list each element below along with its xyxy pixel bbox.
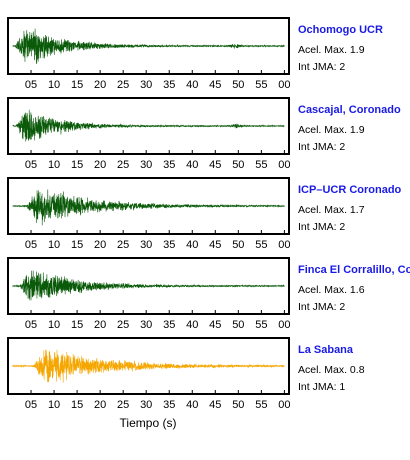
x-tick-label: 50 [232, 319, 244, 331]
x-tick-label: 50 [232, 239, 244, 251]
x-tick-label: 35 [163, 239, 175, 251]
x-tick-label: 30 [140, 319, 152, 331]
x-tick-label: 30 [140, 239, 152, 251]
jma-intensity: Int JMA: 2 [298, 301, 345, 313]
x-tick-label: 30 [140, 79, 152, 91]
x-tick-label: 05 [25, 319, 37, 331]
x-tick-label: 25 [117, 79, 129, 91]
panel-3: 05 10 15 20 25 30 35 40 45 50 55 00 ICP–UCR Coronado… [7, 177, 402, 251]
x-tick-label: 55 [255, 399, 267, 411]
x-tick-label: 30 [140, 159, 152, 171]
jma-intensity: Int JMA: 2 [298, 61, 345, 73]
x-tick-label: 35 [163, 159, 175, 171]
x-tick-label: 05 [25, 399, 37, 411]
x-tick-label: 35 [163, 399, 175, 411]
max-acceleration: Acel. Max. 1.9 [298, 124, 365, 136]
x-tick-label: 25 [117, 239, 129, 251]
x-tick-label: 25 [117, 399, 129, 411]
x-tick-label: 05 [25, 79, 37, 91]
x-tick-label: 45 [209, 239, 221, 251]
x-tick-label: 10 [48, 239, 60, 251]
x-tick-label: 25 [117, 159, 129, 171]
x-tick-label: 45 [209, 319, 221, 331]
max-acceleration: Acel. Max. 0.8 [298, 364, 365, 376]
x-tick-label: 20 [94, 239, 106, 251]
x-tick-label: 45 [209, 399, 221, 411]
x-tick-label: 55 [255, 159, 267, 171]
x-tick-label: 00 [278, 399, 290, 411]
x-tick-label: 20 [94, 79, 106, 91]
x-tick-label: 35 [163, 319, 175, 331]
x-tick-label: 45 [209, 79, 221, 91]
station-name: Cascajal, Coronado [298, 104, 401, 116]
x-tick-label: 20 [94, 319, 106, 331]
x-tick-label: 50 [232, 159, 244, 171]
x-tick-label: 25 [117, 319, 129, 331]
x-tick-label: 00 [278, 239, 290, 251]
x-tick-label: 15 [71, 159, 83, 171]
station-name: Finca El Corralillo, Coronado [298, 264, 410, 276]
x-tick-label: 55 [255, 79, 267, 91]
x-tick-label: 10 [48, 399, 60, 411]
x-tick-label: 00 [278, 159, 290, 171]
x-tick-label: 55 [255, 239, 267, 251]
max-acceleration: Acel. Max. 1.7 [298, 204, 365, 216]
x-tick-label: 40 [186, 79, 198, 91]
x-tick-label: 30 [140, 399, 152, 411]
x-tick-label: 00 [278, 319, 290, 331]
seismogram-trace [12, 109, 285, 142]
panel-1: 05 10 15 20 25 30 35 40 45 50 55 00 Ochomogo UCR Acel… [7, 17, 383, 91]
x-tick-label: 15 [71, 319, 83, 331]
jma-intensity: Int JMA: 2 [298, 221, 345, 233]
max-acceleration: Acel. Max. 1.9 [298, 44, 365, 56]
x-tick-label: 50 [232, 399, 244, 411]
station-name: La Sabana [298, 344, 354, 356]
x-tick-label: 20 [94, 159, 106, 171]
x-tick-label: 50 [232, 79, 244, 91]
jma-intensity: Int JMA: 1 [298, 381, 345, 393]
x-tick-label: 10 [48, 159, 60, 171]
max-acceleration: Acel. Max. 1.6 [298, 284, 365, 296]
x-tick-label: 05 [25, 159, 37, 171]
x-tick-label: 15 [71, 239, 83, 251]
x-tick-label: 10 [48, 319, 60, 331]
x-tick-label: 35 [163, 79, 175, 91]
station-name: ICP–UCR Coronado [298, 184, 402, 196]
x-tick-label: 40 [186, 159, 198, 171]
station-name: Ochomogo UCR [298, 24, 383, 36]
x-tick-label: 55 [255, 319, 267, 331]
x-axis-title: Tiempo (s) [120, 416, 177, 430]
panel-4: 05 10 15 20 25 30 35 40 45 50 55 00 Finca El Corrali… [7, 257, 410, 331]
x-tick-label: 05 [25, 239, 37, 251]
x-tick-label: 40 [186, 239, 198, 251]
x-tick-label: 10 [48, 79, 60, 91]
panel-2: 05 10 15 20 25 30 35 40 45 50 55 00 Cascajal, Corona… [7, 97, 401, 171]
seismogram-trace [12, 28, 285, 64]
seismogram-trace [12, 270, 285, 301]
panel-5: 05 10 15 20 25 30 35 40 45 50 55 00 La Sabana Acel. M… [7, 337, 365, 411]
x-tick-label: 40 [186, 319, 198, 331]
x-tick-label: 20 [94, 399, 106, 411]
seismogram-trace [12, 349, 285, 383]
x-tick-label: 15 [71, 79, 83, 91]
x-tick-label: 00 [278, 79, 290, 91]
x-tick-label: 45 [209, 159, 221, 171]
x-tick-label: 40 [186, 399, 198, 411]
x-tick-label: 15 [71, 399, 83, 411]
seismogram-trace [12, 189, 285, 226]
jma-intensity: Int JMA: 2 [298, 141, 345, 153]
